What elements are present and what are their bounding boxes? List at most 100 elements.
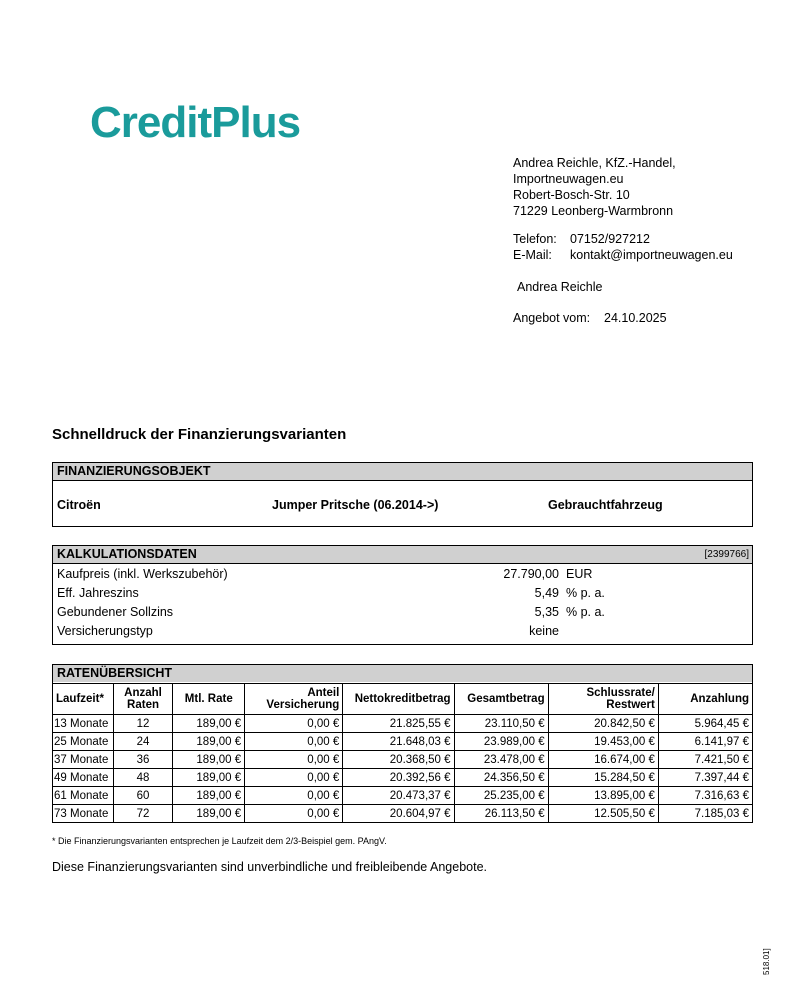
table-cell: 5.964,45 € xyxy=(657,714,754,733)
rates-box: RATENÜBERSICHT xyxy=(52,664,753,684)
table-cell: 7.397,44 € xyxy=(657,768,754,787)
table-row: 25 Monate 24 189,00 €0,00 €21.648,03 €23.9… xyxy=(52,732,754,751)
model: Jumper Pritsche (06.2014->) xyxy=(272,498,439,512)
calc-value: 5,49 xyxy=(534,586,559,600)
footnote: * Die Finanzierungsvarianten entsprechen… xyxy=(52,836,387,846)
contact: Andrea Reichle xyxy=(517,280,603,294)
table-row: 73 Monate 72 189,00 €0,00 €20.604,97 €26.1… xyxy=(52,804,754,823)
table-cell: 189,00 € xyxy=(172,732,246,751)
table-cell: 73 Monate xyxy=(52,804,114,823)
table-cell: 23.989,00 € xyxy=(453,732,549,751)
email: kontakt@importneuwagen.eu xyxy=(570,248,733,262)
calc-unit: EUR xyxy=(566,567,593,581)
side-code: 518.01] xyxy=(762,948,771,975)
calc-unit: % p. a. xyxy=(566,605,605,619)
table-cell: 72 xyxy=(112,804,174,823)
address-line: Importneuwagen.eu xyxy=(513,172,624,186)
table-cell: 60 xyxy=(112,786,174,805)
table-cell: 13.895,00 € xyxy=(547,786,659,805)
table-cell: 61 Monate xyxy=(52,786,114,805)
disclaimer: Diese Finanzierungsvarianten sind unverb… xyxy=(52,860,488,874)
table-cell: 37 Monate xyxy=(52,750,114,769)
table-cell: 12 xyxy=(112,714,174,733)
table-cell: 20.392,56 € xyxy=(342,768,455,787)
column-header: Anteil Versicherung xyxy=(244,683,344,715)
table-cell: 24 xyxy=(112,732,174,751)
table-cell: 15.284,50 € xyxy=(547,768,659,787)
table-cell: 189,00 € xyxy=(172,750,246,769)
calc-id: [2399766] xyxy=(704,549,750,560)
column-header: Schlussrate/ Restwert xyxy=(547,683,659,715)
table-cell: 23.478,00 € xyxy=(453,750,549,769)
email-label: E-Mail: xyxy=(513,248,552,262)
section-title: RATENÜBERSICHT xyxy=(53,665,752,682)
table-cell: 189,00 € xyxy=(172,804,246,823)
column-header: Anzahlung xyxy=(657,683,754,715)
table-cell: 24.356,50 € xyxy=(453,768,549,787)
table-cell: 0,00 € xyxy=(244,714,344,733)
offer-date: 24.10.2025 xyxy=(604,311,667,325)
offer-label: Angebot vom: xyxy=(513,311,591,325)
table-cell: 189,00 € xyxy=(172,714,246,733)
header-row: Laufzeit* Anzahl Raten Mtl. Rate Anteil Ver… xyxy=(52,683,754,715)
table-cell: 36 xyxy=(112,750,174,769)
address-line: 71229 Leonberg-Warmbronn xyxy=(513,204,674,218)
table-cell: 12.505,50 € xyxy=(547,804,659,823)
table-cell: 25.235,00 € xyxy=(453,786,549,805)
table-cell: 19.453,00 € xyxy=(547,732,659,751)
table-cell: 20.473,37 € xyxy=(342,786,455,805)
section-title: KALKULATIONSDATEN xyxy=(53,546,752,564)
column-header: Gesamtbetrag xyxy=(453,683,549,715)
table-cell: 26.113,50 € xyxy=(453,804,549,823)
table-cell: 189,00 € xyxy=(172,786,246,805)
make: Citroën xyxy=(57,498,101,512)
calc-label: Kaufpreis (inkl. Werkszubehör) xyxy=(57,567,228,581)
table-cell: 25 Monate xyxy=(52,732,114,751)
section-title: FINANZIERUNGSOBJEKT xyxy=(53,463,752,481)
address-line: Andrea Reichle, KfZ.-Handel, xyxy=(513,156,676,170)
table-cell: 7.316,63 € xyxy=(657,786,754,805)
table-row: 49 Monate 48 189,00 €0,00 €20.392,56 €24.3… xyxy=(52,768,754,787)
address-line: Robert-Bosch-Str. 10 xyxy=(513,188,630,202)
calc-label: Gebundener Sollzins xyxy=(57,605,174,619)
column-header: Laufzeit* xyxy=(52,683,114,715)
table-cell: 20.604,97 € xyxy=(342,804,455,823)
condition: Gebrauchtfahrzeug xyxy=(548,498,663,512)
table-cell: 6.141,97 € xyxy=(657,732,754,751)
heading: Schnelldruck der Finanzierungsvarianten xyxy=(52,426,347,443)
calc-box: KALKULATIONSDATEN [2399766] Kaufpreis (i… xyxy=(52,545,753,645)
table-cell: 0,00 € xyxy=(244,768,344,787)
column-header: Mtl. Rate xyxy=(172,683,246,715)
table-row: 61 Monate 60 189,00 €0,00 €20.473,37 €25.2… xyxy=(52,786,754,805)
calc-unit: % p. a. xyxy=(566,586,605,600)
table-cell: 20.842,50 € xyxy=(547,714,659,733)
phone: 07152/927212 xyxy=(570,232,650,246)
object-box: FINANZIERUNGSOBJEKT Citroën Jumper Prits… xyxy=(52,462,753,527)
table-cell: 13 Monate xyxy=(52,714,114,733)
table-cell: 21.825,55 € xyxy=(342,714,455,733)
calc-value: 5,35 xyxy=(534,605,559,619)
table-cell: 48 xyxy=(112,768,174,787)
table-cell: 0,00 € xyxy=(244,732,344,751)
phone-label: Telefon: xyxy=(513,232,557,246)
table-cell: 189,00 € xyxy=(172,768,246,787)
calc-value: keine xyxy=(529,624,559,638)
table-cell: 16.674,00 € xyxy=(547,750,659,769)
table-row: 13 Monate 12 189,00 €0,00 €21.825,55 €23.1… xyxy=(52,714,754,733)
column-header: Nettokreditbetrag xyxy=(342,683,455,715)
calc-label: Versicherungstyp xyxy=(57,624,153,638)
table-cell: 0,00 € xyxy=(244,750,344,769)
table-cell: 7.421,50 € xyxy=(657,750,754,769)
dealer-address: Andrea Reichle, KfZ.-Handel, Importneuwag… xyxy=(513,155,676,219)
table-cell: 49 Monate xyxy=(52,768,114,787)
table-cell: 23.110,50 € xyxy=(453,714,549,733)
table-cell: 20.368,50 € xyxy=(342,750,455,769)
calc-value: 27.790,00 xyxy=(503,567,559,581)
table-cell: 7.185,03 € xyxy=(657,804,754,823)
rates-table: Laufzeit* Anzahl Raten Mtl. Rate Anteil Ver… xyxy=(52,683,754,823)
calc-label: Eff. Jahreszins xyxy=(57,586,139,600)
table-row: 37 Monate 36 189,00 €0,00 €20.368,50 €23.4… xyxy=(52,750,754,769)
table-cell: 21.648,03 € xyxy=(342,732,455,751)
table-cell: 0,00 € xyxy=(244,786,344,805)
